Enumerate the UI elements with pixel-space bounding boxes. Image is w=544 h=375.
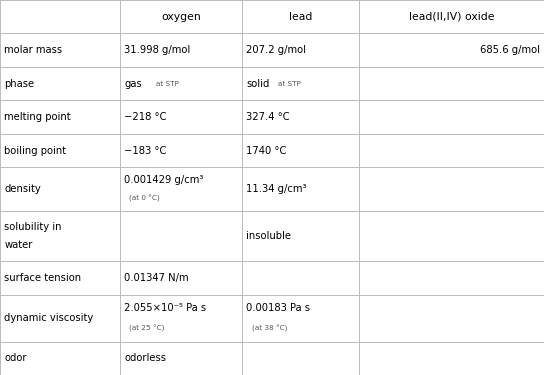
Text: 207.2 g/mol: 207.2 g/mol (246, 45, 306, 55)
Text: at STP: at STP (278, 81, 301, 87)
Text: boiling point: boiling point (4, 146, 66, 156)
Text: 0.01347 N/m: 0.01347 N/m (124, 273, 189, 283)
Text: (at 0 °C): (at 0 °C) (129, 195, 160, 202)
Text: 31.998 g/mol: 31.998 g/mol (124, 45, 190, 55)
Text: insoluble: insoluble (246, 231, 292, 241)
Text: phase: phase (4, 79, 34, 89)
Text: −218 °C: −218 °C (124, 112, 166, 122)
Text: 1740 °C: 1740 °C (246, 146, 287, 156)
Text: molar mass: molar mass (4, 45, 63, 55)
Text: at STP: at STP (156, 81, 178, 87)
Text: lead(II,IV) oxide: lead(II,IV) oxide (409, 12, 494, 22)
Text: solubility in: solubility in (4, 222, 62, 232)
Text: melting point: melting point (4, 112, 71, 122)
Text: −183 °C: −183 °C (124, 146, 166, 156)
Text: odorless: odorless (124, 353, 166, 363)
Text: lead: lead (289, 12, 312, 22)
Text: (at 25 °C): (at 25 °C) (129, 325, 165, 332)
Text: water: water (4, 240, 33, 250)
Text: 0.00183 Pa s: 0.00183 Pa s (246, 303, 311, 313)
Text: 327.4 °C: 327.4 °C (246, 112, 290, 122)
Text: solid: solid (246, 79, 270, 89)
Text: 11.34 g/cm³: 11.34 g/cm³ (246, 184, 307, 194)
Text: surface tension: surface tension (4, 273, 82, 283)
Text: 0.001429 g/cm³: 0.001429 g/cm³ (124, 175, 203, 184)
Text: (at 38 °C): (at 38 °C) (252, 325, 287, 332)
Text: 2.055×10⁻⁵ Pa s: 2.055×10⁻⁵ Pa s (124, 303, 206, 313)
Text: oxygen: oxygen (161, 12, 201, 22)
Text: density: density (4, 184, 41, 194)
Text: gas: gas (124, 79, 142, 89)
Text: odor: odor (4, 353, 27, 363)
Text: dynamic viscosity: dynamic viscosity (4, 313, 94, 323)
Text: 685.6 g/mol: 685.6 g/mol (480, 45, 540, 55)
